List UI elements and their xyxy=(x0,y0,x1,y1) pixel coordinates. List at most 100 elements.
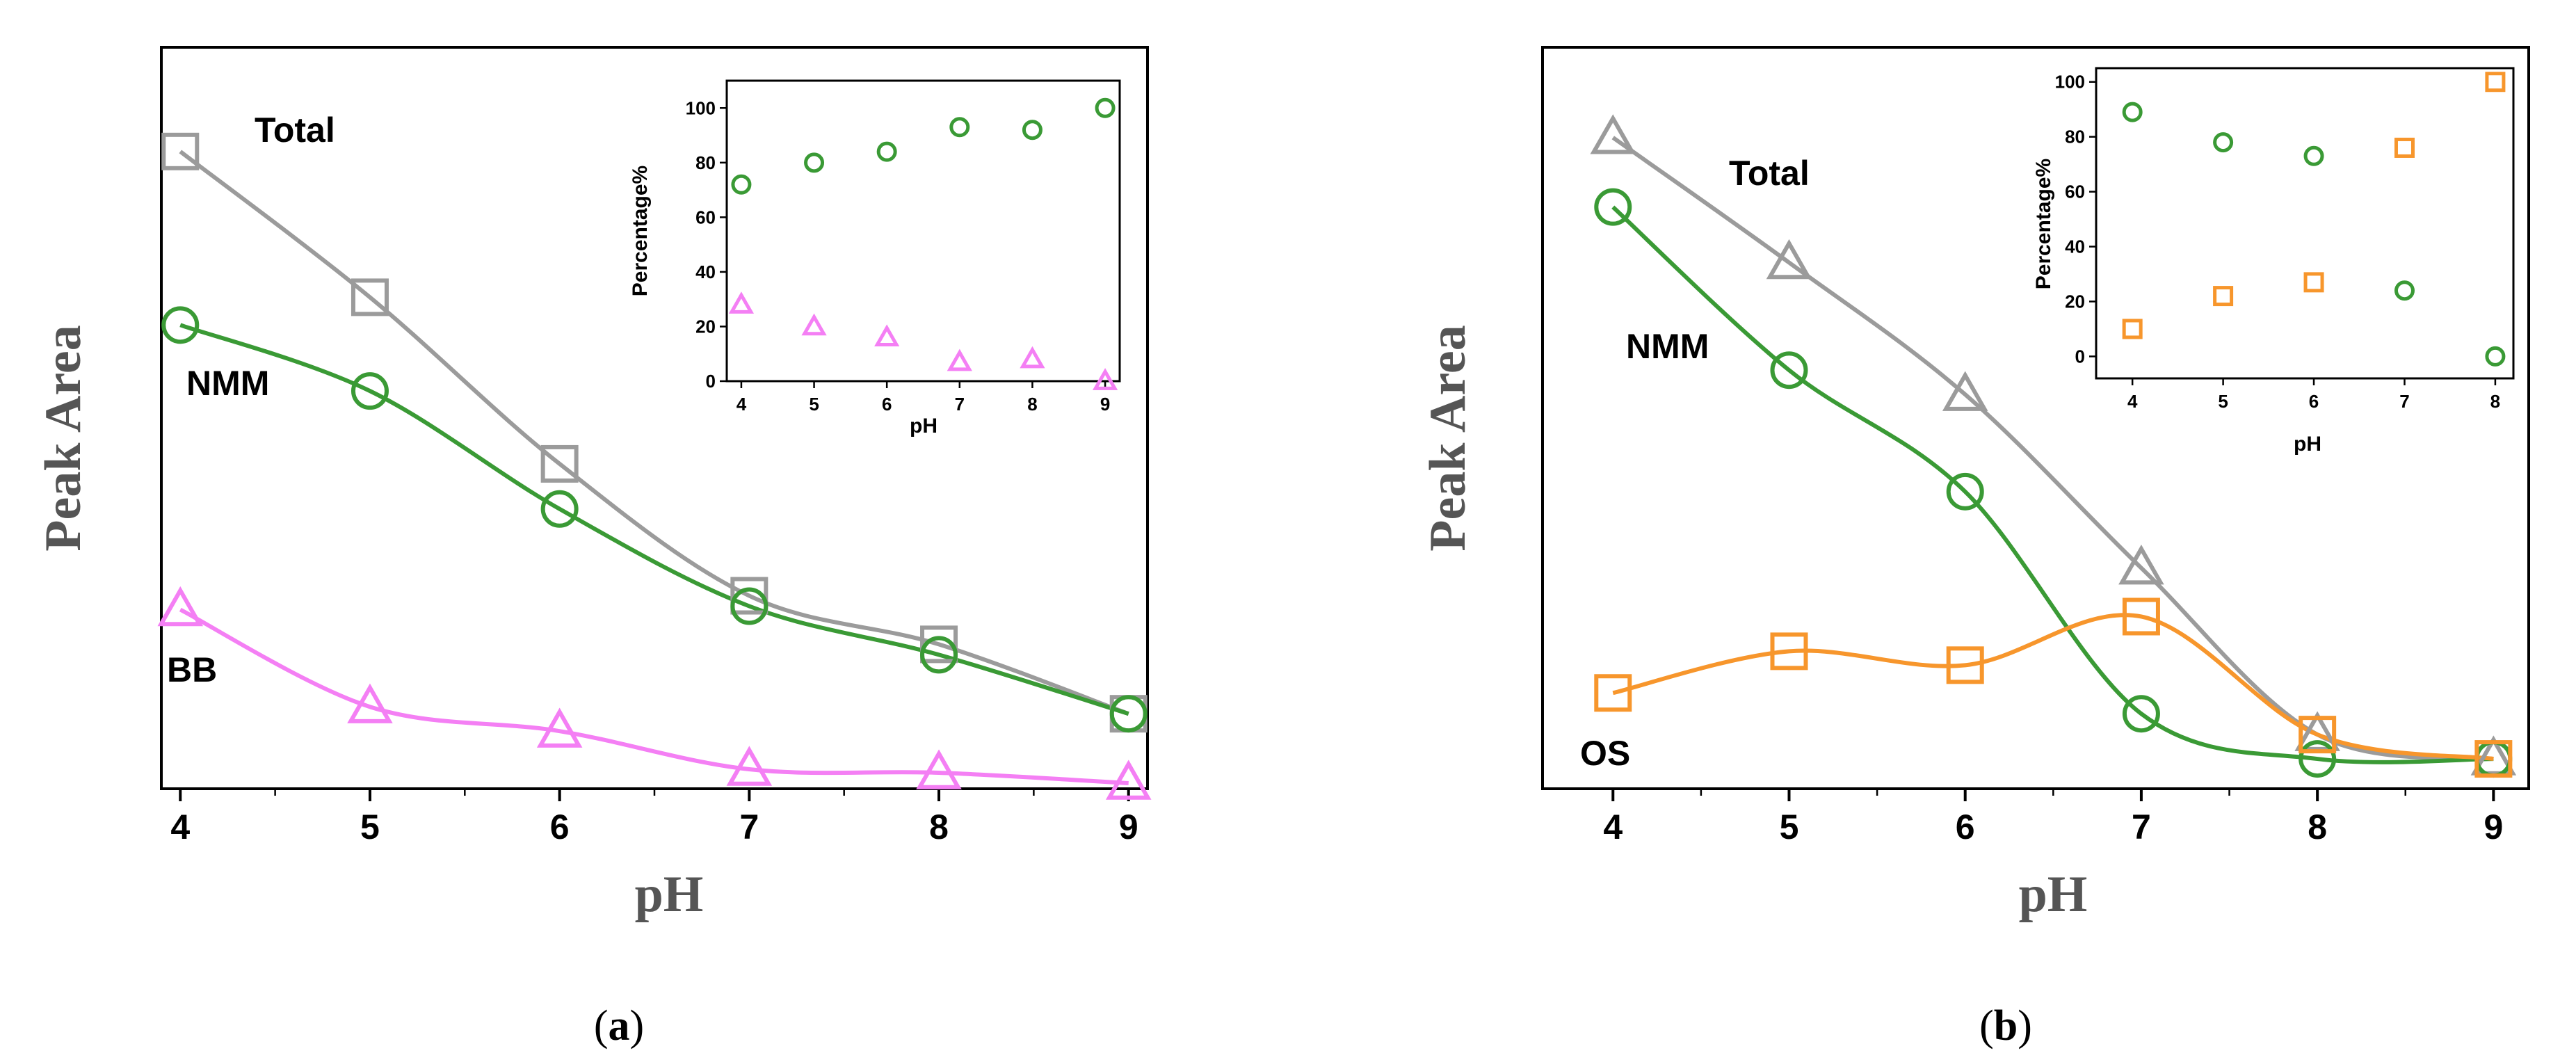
panel-a-plot-frame xyxy=(160,46,1149,790)
panel-a-series-markers xyxy=(157,132,1152,800)
panel-a-inset-y-tick-label: 20 xyxy=(695,316,716,337)
panel-b-point-total xyxy=(1942,371,1988,411)
panel-b-inset-y-tick-label: 60 xyxy=(2065,182,2085,202)
panel-b-point-os xyxy=(2299,716,2337,754)
panel-a-x-axis-title: pH xyxy=(635,866,704,923)
panel-b-x-tick-label: 6 xyxy=(1956,808,1975,846)
panel-a-x-tick-label: 7 xyxy=(739,808,759,846)
panel-b-point-nmm xyxy=(1594,188,1632,226)
panel-b-inset-point-nmm xyxy=(2303,145,2324,166)
panel-b-inset-y-tick-label: 100 xyxy=(2055,72,2085,93)
panel-b-x-tick-label: 9 xyxy=(2484,808,2503,846)
panel-b-label-nmm: NMM xyxy=(1626,327,1709,366)
panel-b-point-os xyxy=(1594,674,1632,712)
panel-a-inset-chart: 4 5 6 7 8 9 0 20 40 60 80 100 Percentage% pH xyxy=(629,79,1121,437)
panel-b-point-os xyxy=(1946,646,1984,684)
panel-a-point-nmm xyxy=(161,306,200,344)
panel-a-x-tick-label: 6 xyxy=(550,808,570,846)
panel-b-inset-y-tick-label: 80 xyxy=(2065,127,2085,147)
panel-b-point-nmm xyxy=(1946,472,1984,511)
panel-b-chart: 4 5 6 7 8 9 Total NMM OS Peak Area pH 4 5 6 7 80 2… xyxy=(1419,46,2530,1050)
panel-b-point-nmm xyxy=(1770,351,1808,390)
panel-b-inset-point-os xyxy=(2394,137,2415,158)
panel-a-label-nmm: NMM xyxy=(186,364,269,403)
panel-a-inset-y-tick-label: 80 xyxy=(695,152,716,173)
panel-a-x-tick-label: 9 xyxy=(1119,808,1138,846)
panel-b-inset-y-axis-title: Percentage% xyxy=(2032,159,2055,289)
panel-b-inset-point-nmm xyxy=(2122,102,2143,122)
panel-a-x-tick-label: 5 xyxy=(360,808,380,846)
panel-b-x-tick-label: 8 xyxy=(2308,808,2327,846)
panel-a-inset-point-nmm xyxy=(876,141,897,162)
panel-a-inset-x-tick-label: 5 xyxy=(809,394,819,415)
panel-b-point-os xyxy=(1770,632,1808,670)
panel-a-inset-point-nmm xyxy=(804,152,825,173)
panel-a-line-bb xyxy=(179,607,1129,785)
panel-a-inset-x-tick-label: 7 xyxy=(955,394,965,415)
panel-b-point-nmm xyxy=(2122,695,2160,733)
panel-a-inset-x-tick-label: 6 xyxy=(882,394,892,415)
panel-a-caption: (a) xyxy=(594,1002,644,1050)
panel-b-inset-x-axis-title: pH xyxy=(2294,433,2321,456)
panel-a-point-total xyxy=(161,132,200,170)
panel-a-inset-point-bb xyxy=(874,324,900,347)
panel-b-point-total xyxy=(1590,114,1636,154)
panel-b-label-total: Total xyxy=(1729,154,1810,193)
panel-b-inset-y-tick-label: 40 xyxy=(2065,236,2085,257)
panel-a-inset-x-tick-label: 9 xyxy=(1100,394,1110,415)
panel-b-y-axis-title: Peak Area xyxy=(1419,325,1476,551)
panel-a-x-ticks: 4 5 6 7 8 9 xyxy=(170,789,1138,846)
panel-a-inset-markers xyxy=(728,97,1118,390)
panel-b-point-total xyxy=(2118,544,2164,585)
panel-a-inset-point-bb xyxy=(728,291,755,314)
panel-a-x-tick-label: 8 xyxy=(929,808,949,846)
panel-a-point-nmm xyxy=(540,490,579,528)
panel-b-inset-x-tick-label: 4 xyxy=(2127,391,2138,412)
panel-b-point-total xyxy=(1766,239,1812,280)
panel-a-inset-point-nmm xyxy=(949,117,970,138)
panel-b-label-os: OS xyxy=(1580,734,1630,773)
panel-b-inset-x-tick-label: 7 xyxy=(2399,391,2409,412)
panel-a-label-bb: BB xyxy=(167,650,217,689)
panel-b-point-total xyxy=(2294,711,2340,751)
panel-a-point-bb xyxy=(347,683,393,723)
panel-a-chart: 4 5 6 7 8 9 Total NMM BB Peak Area pH 4 5 6 7 8 9 0… xyxy=(35,46,1152,1050)
panel-b-inset-y-tick-label: 20 xyxy=(2065,291,2085,312)
panel-a-inset-y-tick-label: 40 xyxy=(695,262,716,282)
panel-b-caption: (b) xyxy=(1979,1002,2032,1050)
panel-a-inset-point-bb xyxy=(1092,368,1118,390)
panel-a-inset-point-bb xyxy=(947,348,972,371)
panel-a-inset-frame xyxy=(725,79,1121,383)
panel-a-point-bb xyxy=(536,707,583,748)
panel-b-inset-point-nmm xyxy=(2485,346,2506,367)
panel-b-x-tick-label: 4 xyxy=(1603,808,1623,846)
panel-b-inset-x-tick-label: 6 xyxy=(2309,391,2319,412)
panel-a-point-nmm xyxy=(730,587,768,625)
panel-a-inset-y-tick-label: 100 xyxy=(686,97,716,118)
panel-b-x-ticks: 4 5 6 7 8 9 xyxy=(1603,789,2503,846)
panel-a-inset-x-tick-label: 8 xyxy=(1027,394,1037,415)
panel-b-inset-point-nmm xyxy=(2213,132,2234,153)
panel-b-point-os xyxy=(2474,740,2513,778)
panel-a-point-total xyxy=(730,577,768,615)
panel-a-inset-y-tick-label: 60 xyxy=(695,207,716,227)
panel-a-inset-x-axis-title: pH xyxy=(910,415,937,437)
panel-b-inset-frame xyxy=(2095,67,2515,380)
panel-b-line-nmm xyxy=(1611,205,2494,764)
panel-b-inset-point-os xyxy=(2122,319,2143,339)
panel-b-x-tick-label: 5 xyxy=(1780,808,1799,846)
panel-a-point-total xyxy=(920,625,958,664)
panel-a-inset-point-bb xyxy=(1020,346,1045,369)
panel-a-point-nmm xyxy=(351,372,389,410)
panel-b-x-tick-label: 7 xyxy=(2132,808,2151,846)
panel-b-series-markers xyxy=(1590,114,2517,778)
panel-b-inset-point-os xyxy=(2303,272,2324,293)
panel-a-point-bb xyxy=(157,586,204,627)
panel-b-inset-x-tick-label: 8 xyxy=(2490,391,2500,412)
panel-a-inset-ticks: 4 5 6 7 8 9 0 20 40 60 80 100 xyxy=(686,97,1111,415)
panel-b-point-os xyxy=(2122,597,2160,636)
panel-a-x-tick-label: 4 xyxy=(170,808,190,846)
panel-a-inset-point-nmm xyxy=(731,174,752,195)
